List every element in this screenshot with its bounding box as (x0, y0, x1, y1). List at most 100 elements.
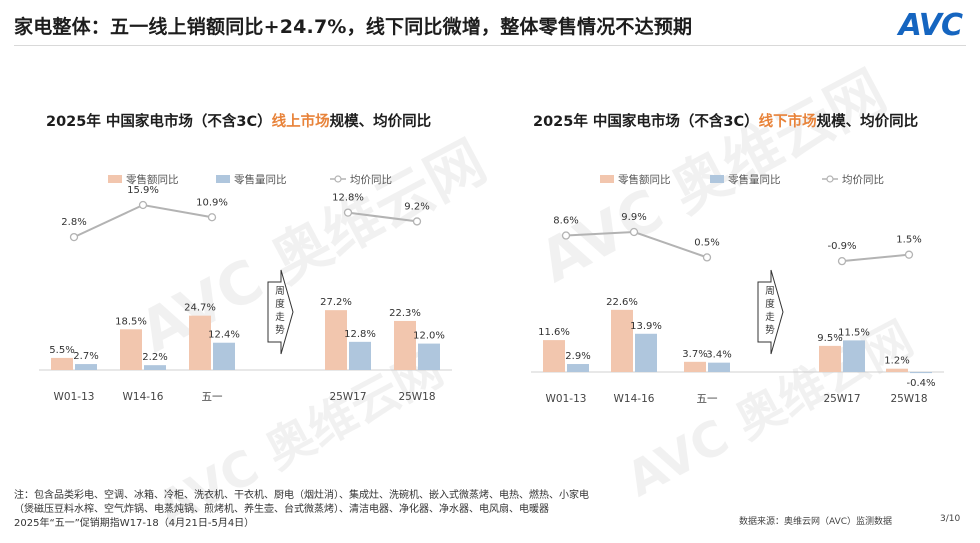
data-label: 8.6% (553, 216, 578, 227)
data-label: 9.5% (817, 333, 842, 344)
bar (635, 333, 657, 372)
legend-line-marker (334, 175, 342, 183)
trend-label: 走 (275, 312, 285, 323)
offline-chart-title: 2025年 中国家电市场（不含3C）线下市场规模、均价同比 (533, 110, 918, 131)
bar (819, 345, 841, 372)
data-label: 12.8% (344, 329, 376, 340)
trend-label: 势 (765, 324, 775, 336)
data-label: 9.9% (621, 212, 646, 223)
online-title-suffix: 规模、均价同比 (329, 114, 432, 130)
line-point (207, 213, 217, 222)
line-point (904, 250, 914, 259)
footnote: 注：包含品类彩电、空调、冰箱、冷柜、洗衣机、干衣机、厨电（烟灶消）、集成灶、洗碗… (14, 489, 589, 531)
legend-label: 均价同比 (350, 173, 392, 186)
offline-title-highlight: 线下市场 (758, 114, 817, 130)
legend-label: 零售额同比 (618, 173, 671, 186)
category-label: W14-16 (614, 393, 655, 405)
series-line (73, 203, 213, 239)
trend-label: 度 (765, 298, 775, 310)
series-line (841, 253, 910, 263)
bar (684, 361, 706, 372)
page-title: 家电整体：五一线上销额同比+24.7%，线下同比微增，整体零售情况不达预期 (14, 16, 693, 38)
bar (325, 310, 347, 370)
legend-label: 零售额同比 (126, 173, 179, 186)
trend-arrow (267, 269, 294, 355)
trend-label: 周 (765, 286, 775, 297)
category-label: 25W18 (890, 393, 927, 405)
offline-title-suffix: 规模、均价同比 (816, 114, 919, 130)
category-label: 25W17 (823, 393, 860, 405)
header-divider (14, 45, 966, 46)
data-label: 2.2% (142, 352, 167, 363)
category-label: 五一 (697, 393, 718, 405)
data-label: 22.6% (606, 297, 638, 308)
bar (213, 342, 235, 370)
data-label: 3.4% (706, 350, 731, 361)
bar (120, 329, 142, 370)
online-title-prefix: 2025年 中国家电市场（不含3C） (46, 114, 272, 130)
data-label: 18.5% (115, 316, 147, 327)
trend-label: 度 (275, 298, 285, 310)
data-label: 13.9% (630, 321, 662, 332)
legend-label: 均价同比 (842, 173, 884, 186)
legend-line-marker (826, 175, 834, 183)
series-line (565, 230, 708, 259)
bar (611, 309, 633, 372)
offline-title-prefix: 2025年 中国家电市场（不含3C） (533, 114, 759, 130)
data-label: 11.6% (538, 327, 570, 338)
legend-swatch (108, 175, 122, 183)
bar (189, 315, 211, 370)
trend-label: 周 (275, 286, 285, 297)
footnote-line: 注：包含品类彩电、空调、冰箱、冷柜、洗衣机、干衣机、厨电（烟灶消）、集成灶、洗碗… (14, 490, 589, 501)
category-label: 五一 (202, 391, 223, 403)
data-label: 22.3% (389, 308, 421, 319)
data-label: -0.4% (906, 378, 935, 389)
bar (349, 341, 371, 370)
data-label: 12.4% (208, 330, 240, 341)
category-label: W01-13 (546, 393, 587, 405)
data-label: 15.9% (127, 185, 159, 196)
footnote-line: 2025年“五一”促销期指W17-18（4月21日-5月4日） (14, 518, 255, 529)
data-label: 10.9% (196, 197, 228, 208)
data-label: 2.9% (565, 351, 590, 362)
data-label: 1.2% (884, 356, 909, 367)
data-label: 9.2% (404, 201, 429, 212)
line-point (629, 227, 639, 237)
data-label: 2.7% (73, 351, 98, 362)
line-point (343, 208, 353, 217)
bar (543, 340, 565, 372)
online-title-highlight: 线上市场 (271, 114, 330, 130)
trend-label: 走 (765, 312, 775, 323)
category-label: 25W18 (398, 391, 435, 403)
series-line (347, 211, 418, 223)
legend-swatch (216, 175, 230, 183)
category-label: 25W17 (329, 391, 366, 403)
category-label: W01-13 (54, 391, 95, 403)
trend-arrow (757, 269, 784, 355)
data-label: 1.5% (896, 235, 921, 246)
legend-label: 零售量同比 (728, 173, 781, 186)
line-point (837, 257, 847, 266)
data-label: -0.9% (827, 241, 856, 252)
bar (394, 320, 416, 370)
page-number: 3/10 (940, 514, 961, 524)
avc-logo: AVC (898, 8, 963, 43)
bar (75, 364, 97, 370)
data-source: 数据来源：奥维云网（AVC）监测数据 (739, 517, 893, 527)
category-label: W14-16 (123, 391, 164, 403)
data-label: 2.8% (61, 217, 86, 228)
online-chart-title: 2025年 中国家电市场（不含3C）线上市场规模、均价同比 (46, 110, 431, 131)
bar (843, 340, 865, 372)
data-label: 27.2% (320, 297, 352, 308)
data-label: 3.7% (682, 349, 707, 360)
bar (144, 365, 166, 370)
data-label: 5.5% (49, 345, 74, 356)
legend-swatch (710, 175, 724, 183)
footnote-line: （煲磁压豆料水榨、空气炸锅、电蒸炖锅、煎烤机、养生壶、台式微蒸烤）、清洁电器、净… (14, 504, 549, 515)
line-point (138, 200, 148, 210)
bar (418, 343, 440, 370)
bar (567, 364, 589, 372)
bar (910, 372, 932, 374)
trend-label: 势 (275, 324, 285, 336)
